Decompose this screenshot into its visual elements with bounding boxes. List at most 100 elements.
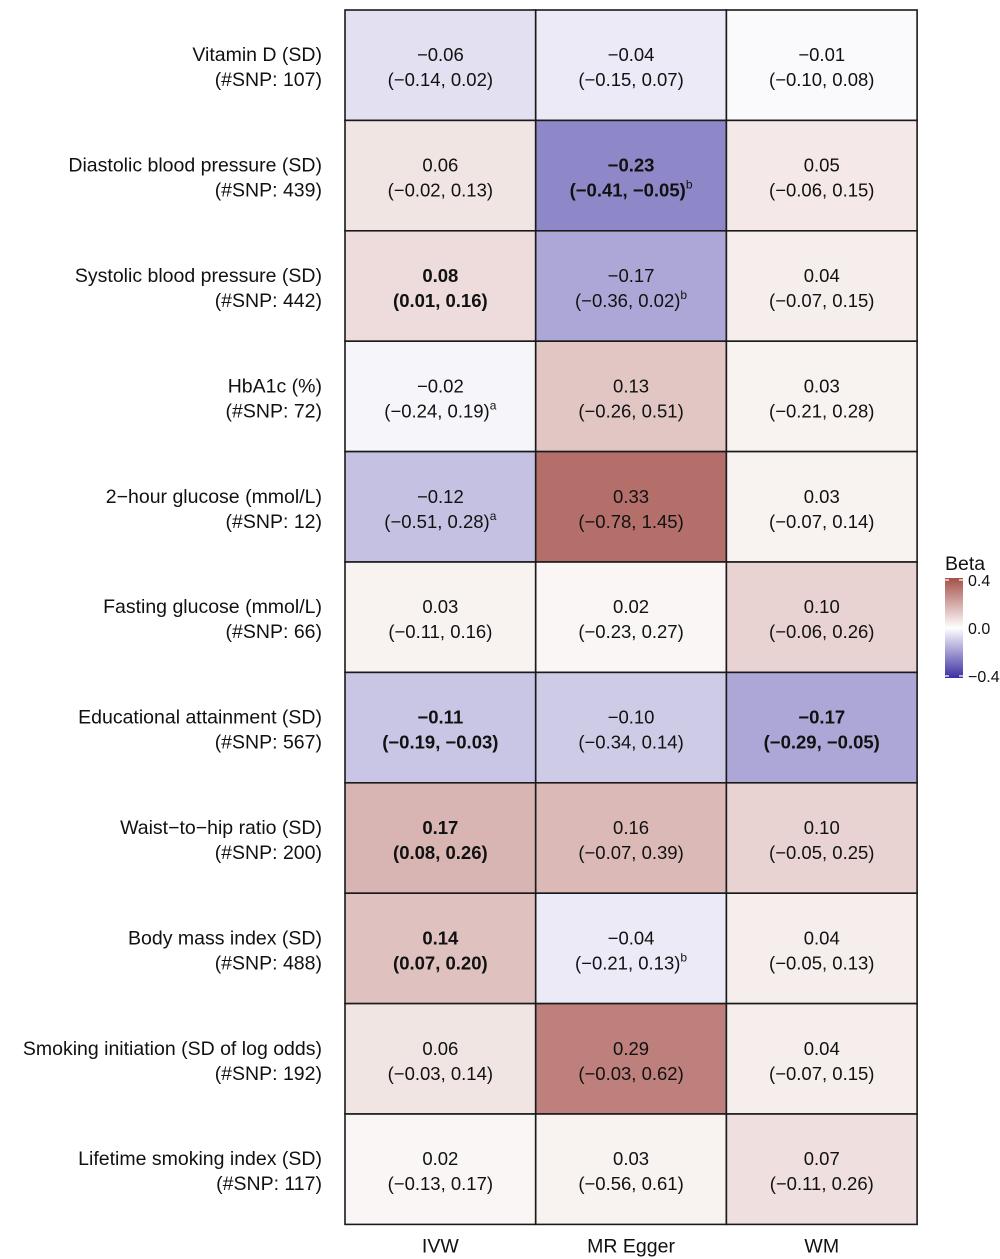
heatmap-cell-diastolic-blood-pressure-sd-ivw [344, 119, 537, 232]
heatmap-cell-hba1c-mr-egger [534, 340, 728, 453]
legend-tick-label: −0.4 [968, 669, 1000, 686]
heatmap-cell-systolic-blood-pressure-sd-ivw [344, 230, 537, 343]
row-label-hba1c: HbA1c (%) [228, 375, 322, 397]
heatmap-rows: Vitamin D (SD) (#SNP: 107) −0.06 (−0.14, 0.… [23, 9, 918, 1226]
cell-beta-value: −0.02 [417, 375, 464, 396]
cell-confidence-interval: (−0.21, 0.28) [769, 400, 874, 421]
row-snp-count-educational-attainment-sd: (#SNP: 567) [215, 732, 322, 754]
row-snp-count-diastolic-blood-pressure-sd: (#SNP: 439) [215, 180, 322, 202]
column-label-wm: WM [804, 1235, 839, 1257]
cell-beta-value: 0.05 [804, 155, 840, 176]
heatmap-cell-diastolic-blood-pressure-sd-wm [725, 119, 918, 232]
row-snp-count-smoking-initiation-sd-of-log-odds: (#SNP: 192) [215, 1063, 322, 1085]
cell-footnote-marker: a [490, 509, 497, 523]
row-label-vitamin-d-sd: Vitamin D (SD) [192, 44, 322, 66]
cell-beta-value: 0.03 [422, 596, 458, 617]
cell-confidence-interval: (−0.56, 0.61) [578, 1173, 683, 1194]
legend-tick-label: 0.4 [968, 573, 990, 590]
legend-tick-label: 0.0 [968, 621, 990, 638]
row-label-systolic-blood-pressure-sd: Systolic blood pressure (SD) [75, 265, 322, 287]
heatmap-cell-fasting-glucose-mmol-l-wm [725, 561, 918, 674]
heatmap-cell-vitamin-d-sd-ivw [344, 9, 537, 122]
row-label-educational-attainment-sd: Educational attainment (SD) [78, 707, 322, 729]
cell-confidence-interval: (−0.10, 0.08) [769, 69, 874, 90]
heatmap-cell-systolic-blood-pressure-sd-mr-egger [534, 230, 728, 343]
cell-beta-value: 0.03 [804, 486, 840, 507]
cell-beta-value: 0.14 [422, 927, 459, 948]
cell-beta-value: 0.03 [804, 375, 840, 396]
cell-beta-value: −0.04 [608, 44, 655, 65]
cell-beta-value: 0.33 [613, 486, 649, 507]
cell-beta-value: −0.23 [608, 155, 655, 176]
row-label-smoking-initiation-sd-of-log-odds: Smoking initiation (SD of log odds) [23, 1038, 322, 1060]
cell-beta-value: −0.06 [417, 44, 464, 65]
row-snp-count-waist-to-hip-ratio-sd: (#SNP: 200) [215, 842, 322, 864]
cell-beta-value: −0.11 [417, 707, 463, 728]
legend-color-bar [945, 578, 963, 678]
cell-confidence-interval: (−0.78, 1.45) [578, 511, 683, 532]
heatmap-cell-body-mass-index-sd-mr-egger [534, 892, 728, 1005]
cell-beta-value: −0.12 [417, 486, 464, 507]
heatmap-cell-diastolic-blood-pressure-sd-mr-egger [534, 119, 728, 232]
cell-confidence-interval: (−0.19, −0.03) [382, 732, 498, 753]
heatmap-cell-vitamin-d-sd-mr-egger [534, 9, 728, 122]
heatmap-cell-educational-attainment-sd-mr-egger [534, 671, 728, 784]
column-label-ivw: IVW [422, 1235, 459, 1257]
cell-confidence-interval: (−0.41, −0.05)b [570, 178, 693, 201]
cell-beta-value: 0.13 [613, 375, 649, 396]
heatmap-cell-vitamin-d-sd-wm [725, 9, 918, 122]
cell-beta-value: 0.29 [613, 1038, 649, 1059]
row-snp-count-systolic-blood-pressure-sd: (#SNP: 442) [215, 290, 322, 312]
cell-beta-value: 0.06 [422, 155, 458, 176]
row-label-waist-to-hip-ratio-sd: Waist−to−hip ratio (SD) [120, 817, 322, 839]
cell-confidence-interval: (−0.05, 0.25) [769, 842, 874, 863]
heatmap-cell-body-mass-index-sd-ivw [344, 892, 537, 1005]
cell-beta-value: −0.17 [608, 265, 655, 286]
column-label-mr-egger: MR Egger [587, 1235, 675, 1257]
heatmap-cell-body-mass-index-sd-wm [725, 892, 918, 1005]
heatmap-cell-lifetime-smoking-index-sd-ivw [344, 1113, 537, 1226]
cell-confidence-interval: (−0.06, 0.26) [769, 621, 874, 642]
cell-confidence-interval: (−0.03, 0.62) [578, 1063, 683, 1084]
cell-beta-value: −0.17 [798, 707, 845, 728]
cell-beta-value: 0.10 [804, 817, 840, 838]
row-label-body-mass-index-sd: Body mass index (SD) [128, 927, 322, 949]
row-label-diastolic-blood-pressure-sd: Diastolic blood pressure (SD) [68, 155, 322, 177]
cell-beta-value: 0.03 [613, 1148, 649, 1169]
cell-confidence-interval: (−0.07, 0.14) [769, 511, 874, 532]
cell-confidence-interval: (0.01, 0.16) [393, 290, 488, 311]
cell-confidence-interval: (−0.05, 0.13) [769, 952, 874, 973]
cell-confidence-interval: (−0.07, 0.39) [578, 842, 683, 863]
heatmap-cell-waist-to-hip-ratio-sd-mr-egger [534, 781, 728, 894]
cell-footnote-marker: b [680, 950, 687, 964]
cell-confidence-interval: (−0.24, 0.19)a [384, 398, 496, 421]
heatmap-cell-educational-attainment-sd-ivw [344, 671, 537, 784]
cell-beta-value: 0.06 [422, 1038, 458, 1059]
cell-footnote-marker: b [686, 178, 693, 192]
cell-beta-value: 0.02 [613, 596, 649, 617]
cell-confidence-interval: (−0.36, 0.02)b [575, 288, 687, 311]
heatmap-cell-2-hour-glucose-mmol-l-wm [725, 450, 918, 563]
cell-confidence-interval: (−0.13, 0.17) [388, 1173, 493, 1194]
cell-beta-value: −0.01 [798, 44, 845, 65]
cell-beta-value: 0.07 [804, 1148, 840, 1169]
heatmap-cell-fasting-glucose-mmol-l-mr-egger [534, 561, 728, 674]
heatmap-cell-fasting-glucose-mmol-l-ivw [344, 561, 537, 674]
cell-beta-value: 0.16 [613, 817, 649, 838]
row-snp-count-body-mass-index-sd: (#SNP: 488) [215, 952, 322, 974]
cell-footnote-marker: a [490, 398, 497, 412]
cell-confidence-interval: (−0.14, 0.02) [388, 69, 493, 90]
cell-confidence-interval: (−0.07, 0.15) [769, 290, 874, 311]
heatmap-cell-2-hour-glucose-mmol-l-ivw [344, 450, 537, 563]
cell-beta-value: 0.10 [804, 596, 840, 617]
cell-confidence-interval: (−0.21, 0.13)b [575, 950, 687, 973]
heatmap-cell-educational-attainment-sd-wm [725, 671, 918, 784]
row-label-fasting-glucose-mmol-l: Fasting glucose (mmol/L) [103, 596, 322, 618]
cell-beta-value: 0.04 [804, 265, 840, 286]
cell-confidence-interval: (−0.07, 0.15) [769, 1063, 874, 1084]
cell-confidence-interval: (−0.26, 0.51) [578, 400, 683, 421]
cell-confidence-interval: (−0.11, 0.16) [388, 621, 492, 642]
cell-confidence-interval: (−0.03, 0.14) [388, 1063, 493, 1084]
cell-confidence-interval: (0.08, 0.26) [393, 842, 488, 863]
